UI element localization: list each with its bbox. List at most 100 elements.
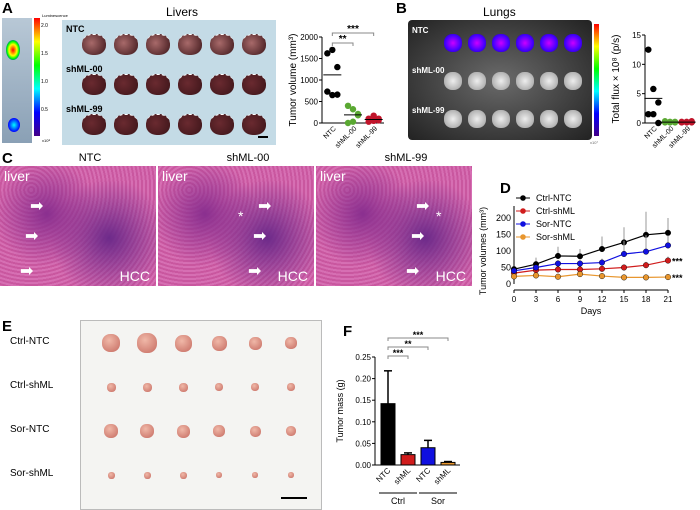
legend-marker (520, 221, 526, 227)
significance-label: *** (672, 273, 683, 283)
tumor-volume-line-chart: 0 50 100 150 200 0 3 6 9 12 15 18 21 Days Tumor volume… (478, 193, 683, 316)
histology-title: shML-99 (384, 152, 428, 164)
liver-specimen (242, 34, 266, 55)
liver-specimen (114, 114, 138, 135)
hcc-label: HCC (119, 268, 150, 284)
data-point (324, 88, 331, 95)
data-point (576, 271, 583, 278)
y-axis-label: Total flux × 10⁸ (p/s) (611, 35, 622, 124)
x-tick-label: NTC (323, 125, 338, 140)
y-tick-label: 1000 (300, 76, 318, 85)
row-label: shML-99 (66, 104, 103, 114)
y-axis-label: Tumor volumes (mm³) (478, 207, 488, 295)
histology-title: NTC (78, 152, 102, 164)
tumor-specimen (248, 336, 262, 350)
y-tick-label: 15 (632, 31, 641, 40)
liver-specimen (114, 34, 138, 55)
lung-specimen (468, 110, 486, 128)
legend-label: Sor-shML (536, 232, 575, 242)
luminescence-signal (8, 118, 20, 132)
x-tick-label: 0 (512, 295, 517, 304)
liver-specimen (146, 34, 170, 55)
y-axis-label: Tumor volume (mm³) (288, 34, 299, 127)
y-axis-label: Tumor mass (g) (335, 379, 345, 442)
row-label: shML-00 (412, 66, 445, 75)
data-point (375, 115, 382, 122)
data-point (642, 262, 649, 269)
data-point (349, 106, 357, 113)
lung-specimen (444, 34, 462, 52)
x-tick-label: 15 (620, 295, 629, 304)
tumor-specimen (251, 383, 259, 391)
data-point (533, 264, 540, 271)
panel-a-title: Livers (166, 5, 199, 19)
tumor-specimen (285, 337, 297, 349)
x-tick-label: NTC (374, 466, 392, 484)
bar (400, 454, 416, 466)
x-tick-label: shML (432, 466, 453, 487)
lung-specimen (540, 110, 558, 128)
liver-specimen (82, 74, 106, 95)
y-tick-label: 100 (496, 246, 511, 256)
data-point (329, 46, 336, 54)
lung-specimen (516, 72, 534, 90)
data-point (324, 50, 331, 57)
data-point (598, 273, 605, 280)
liver-specimen (210, 114, 234, 135)
luminescence-signal (6, 40, 20, 60)
lung-specimen (444, 110, 462, 128)
tumor-specimen (179, 471, 187, 479)
liver-specimen (178, 34, 202, 55)
histology-image: liver HCC ➡ ➡ ➡ * (158, 166, 314, 286)
arrow-icon: ➡ (411, 228, 425, 245)
tumor-specimen (137, 333, 157, 353)
data-point (655, 119, 662, 127)
lung-specimen (516, 110, 534, 128)
legend-marker (520, 234, 526, 240)
lung-specimen (444, 72, 462, 90)
significance-label: ** (339, 34, 347, 45)
significance-label: ** (404, 339, 412, 349)
tumor-specimen (287, 383, 295, 391)
row-label: shML-00 (66, 64, 103, 74)
tumor-specimen (215, 383, 223, 391)
liver-label: liver (320, 168, 346, 184)
tumor-specimen (211, 335, 227, 351)
tumor-specimen (178, 382, 188, 392)
group-label: Ctrl (391, 496, 405, 506)
row-label: Ctrl-NTC (10, 336, 50, 347)
data-point (511, 267, 518, 274)
series-line (513, 259, 669, 274)
tumor-specimen (213, 425, 225, 437)
y-tick-label: 150 (496, 230, 511, 240)
panel-b-title: Lungs (483, 5, 516, 19)
lung-specimen (564, 34, 582, 52)
tumor-specimen (143, 471, 151, 479)
liver-specimen (210, 34, 234, 55)
arrow-icon: ➡ (258, 198, 272, 215)
x-axis-label: Days (581, 306, 602, 316)
liver-specimen (114, 74, 138, 95)
legend-marker (520, 208, 526, 214)
lung-specimen (492, 34, 510, 52)
x-tick-label: 3 (534, 295, 539, 304)
lung-specimen (492, 72, 510, 90)
lung-specimen (492, 110, 510, 128)
x-tick-label: shML (392, 466, 413, 487)
legend-label: Ctrl-shML (536, 206, 575, 216)
hcc-label: HCC (277, 268, 308, 284)
tumor-specimen (174, 334, 192, 352)
data-point (598, 259, 605, 266)
data-point (370, 112, 377, 119)
mouse-bioluminescence-image (2, 18, 32, 143)
data-point (664, 257, 671, 264)
arrow-icon: ➡ (248, 263, 262, 280)
arrow-icon: ➡ (20, 263, 34, 280)
y-tick-label: 0 (637, 119, 642, 128)
x-tick-label: 21 (664, 295, 673, 304)
y-tick-label: 0.20 (355, 375, 371, 384)
data-point (642, 248, 649, 255)
significance-bracket (387, 337, 449, 341)
data-point (344, 102, 352, 110)
